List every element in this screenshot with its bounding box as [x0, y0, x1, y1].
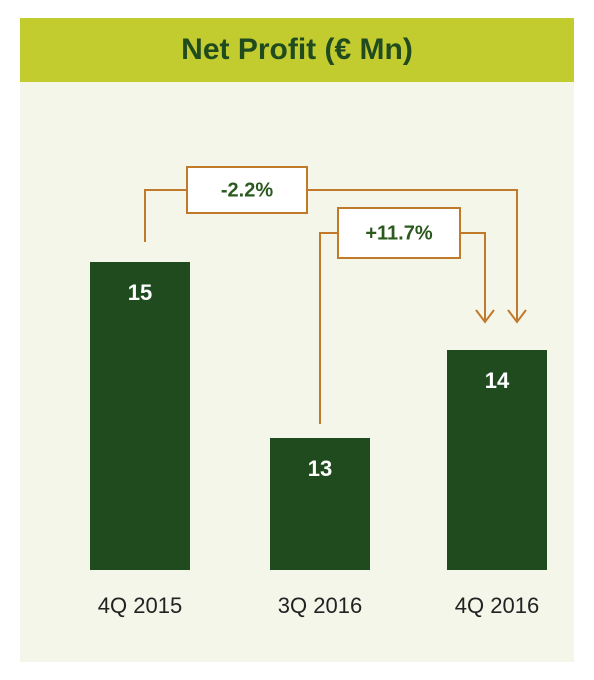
- bar: [447, 350, 547, 570]
- value-label: 13: [308, 456, 332, 481]
- annotation: +11.7%: [365, 222, 433, 244]
- annotation: -2.2%: [221, 179, 273, 201]
- bar: [90, 262, 190, 570]
- arrow-line: [144, 189, 518, 322]
- value-label: 14: [485, 368, 510, 393]
- x-tick-label: 3Q 2016: [278, 593, 362, 618]
- arrow-head: [507, 309, 527, 324]
- header-band: [20, 18, 574, 82]
- arrow-head: [475, 309, 495, 324]
- value-label: 15: [128, 280, 152, 305]
- bar: [270, 438, 370, 570]
- annotation-box: [337, 207, 461, 259]
- x-tick-label: 4Q 2016: [455, 593, 539, 618]
- chart-title: Net Profit (€ Mn): [181, 33, 413, 66]
- annotation-box: [186, 166, 308, 214]
- x-tick-label: 4Q 2015: [98, 593, 182, 618]
